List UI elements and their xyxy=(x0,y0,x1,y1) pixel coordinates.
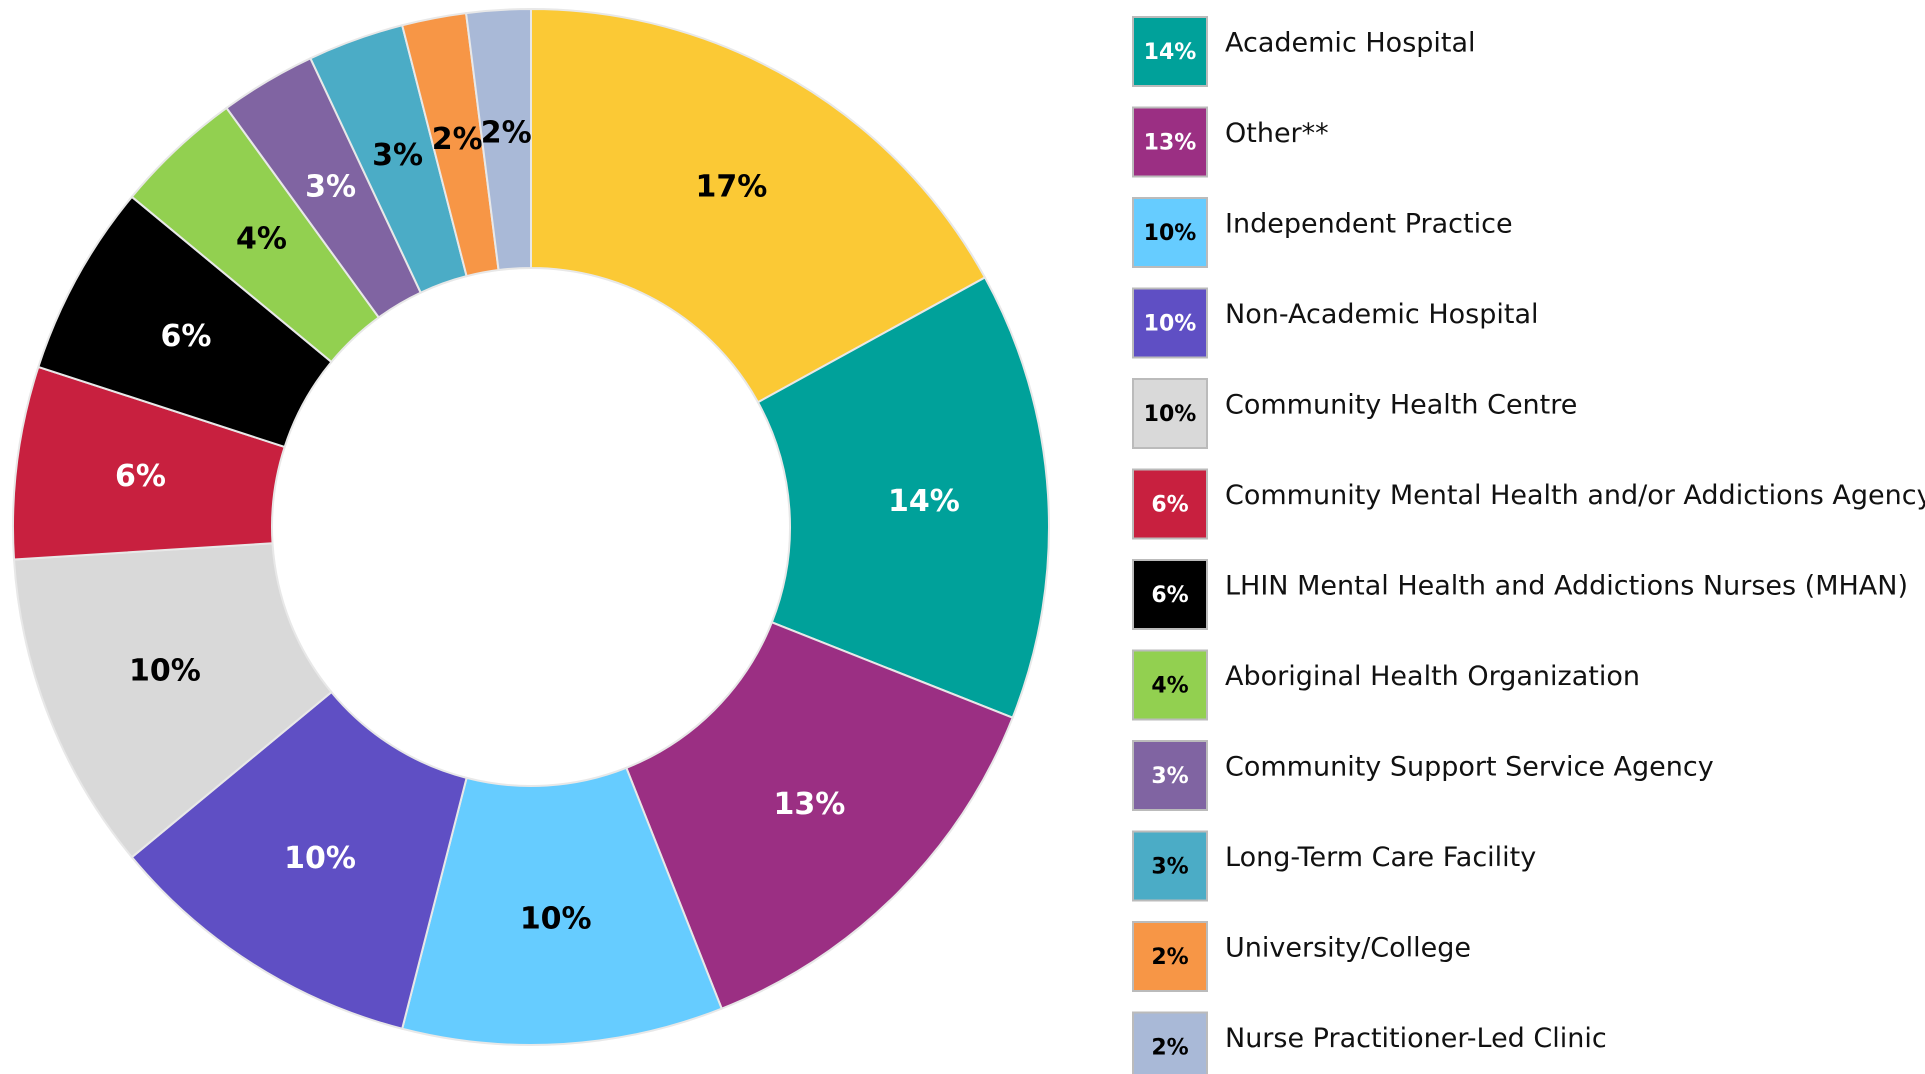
legend-swatch-label: 10% xyxy=(1144,221,1197,246)
legend-swatch xyxy=(1132,740,1208,811)
legend-swatch-label: 2% xyxy=(1151,1036,1188,1061)
legend-swatch xyxy=(1132,559,1208,630)
slice-label: 13% xyxy=(773,787,845,822)
slice-label: 3% xyxy=(305,170,356,205)
legend-swatch xyxy=(1132,287,1208,359)
legend-label: Long-Term Care Facility xyxy=(1225,842,1536,873)
slice-label: 2% xyxy=(432,122,483,157)
legend-label: Independent Practice xyxy=(1225,209,1513,240)
legend-label: Nurse Practitioner-Led Clinic xyxy=(1225,1023,1607,1054)
slice-label: 10% xyxy=(129,653,201,688)
legend-label: University/College xyxy=(1225,933,1471,964)
legend-swatch xyxy=(1132,197,1208,268)
legend-swatch-label: 4% xyxy=(1151,674,1188,699)
slice xyxy=(530,7,987,404)
legend-swatch-label: 6% xyxy=(1151,583,1188,608)
slice xyxy=(756,276,1050,719)
legend-swatch-label: 10% xyxy=(1144,312,1197,337)
legend-swatch-label: 14% xyxy=(1144,40,1197,65)
legend-swatch-label: 3% xyxy=(1151,855,1188,880)
legend-label: Other** xyxy=(1225,118,1329,149)
slice-label: 17% xyxy=(695,170,767,205)
legend-swatch xyxy=(1132,106,1208,178)
legend-swatch-label: 6% xyxy=(1151,493,1188,518)
slice-label: 3% xyxy=(372,138,423,173)
slice-label: 10% xyxy=(284,841,356,876)
legend-swatch-label: 2% xyxy=(1151,945,1188,970)
legend-swatch-label: 10% xyxy=(1144,402,1197,427)
legend-label: Non-Academic Hospital xyxy=(1225,299,1539,330)
legend-swatch-label: 13% xyxy=(1144,131,1197,156)
legend-label: Community Mental Health and/or Addiction… xyxy=(1225,480,1925,511)
legend-swatch xyxy=(1132,16,1208,87)
legend-label: Community Support Service Agency xyxy=(1225,752,1714,783)
slice-label: 14% xyxy=(888,484,960,519)
slice xyxy=(12,542,333,859)
slice-label: 6% xyxy=(161,319,212,354)
legend-swatch-label: 3% xyxy=(1151,764,1188,789)
slice xyxy=(400,766,723,1046)
slice xyxy=(625,621,1014,1010)
legend-label: LHIN Mental Health and Addictions Nurses… xyxy=(1225,571,1908,602)
slice xyxy=(464,7,532,272)
legend-swatch xyxy=(1132,649,1208,721)
slice-label: 4% xyxy=(236,222,287,257)
slice-label: 6% xyxy=(115,459,166,494)
slice xyxy=(130,690,468,1030)
slice-label: 2% xyxy=(481,116,532,151)
legend-swatch xyxy=(1132,830,1208,902)
legend-swatch xyxy=(1132,921,1208,992)
slice-label: 10% xyxy=(520,901,592,936)
legend-swatch xyxy=(1132,468,1208,540)
legend-label: Aboriginal Health Organization xyxy=(1225,661,1640,692)
legend-label: Community Health Centre xyxy=(1225,390,1577,421)
legend-swatch xyxy=(1132,378,1208,449)
legend-label: Academic Hospital xyxy=(1225,28,1476,59)
legend-swatch xyxy=(1132,1011,1208,1074)
